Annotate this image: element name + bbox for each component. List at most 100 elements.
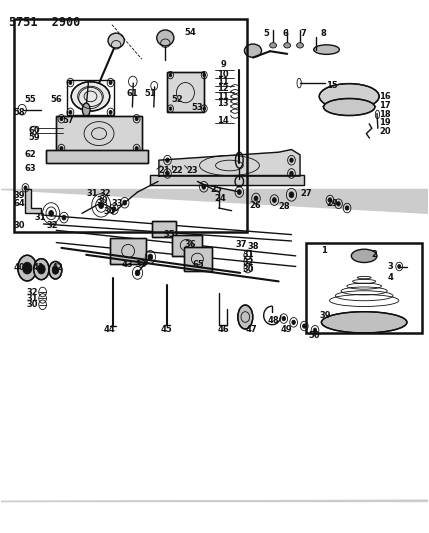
Circle shape [24, 186, 27, 190]
Text: 3: 3 [388, 262, 393, 271]
Circle shape [203, 74, 205, 77]
Text: 28: 28 [279, 203, 290, 212]
Text: 24: 24 [214, 195, 226, 204]
Ellipse shape [82, 103, 90, 116]
Text: 39: 39 [319, 311, 331, 320]
Bar [56, 116, 142, 151]
Circle shape [148, 254, 153, 260]
Text: 29: 29 [326, 199, 338, 208]
Ellipse shape [49, 262, 62, 279]
Polygon shape [150, 175, 304, 185]
Text: 56: 56 [50, 94, 62, 103]
Circle shape [290, 158, 293, 163]
Polygon shape [159, 150, 300, 176]
Ellipse shape [323, 99, 375, 116]
Bar [172, 235, 202, 256]
Bar [167, 72, 204, 112]
Text: 34: 34 [103, 207, 115, 216]
Text: 47: 47 [245, 325, 257, 334]
Text: 41: 41 [33, 263, 45, 272]
Text: 31: 31 [86, 189, 98, 198]
Circle shape [290, 171, 293, 175]
Bar [14, 19, 247, 232]
Ellipse shape [71, 82, 110, 111]
Bar [184, 247, 211, 271]
Circle shape [49, 211, 54, 216]
Circle shape [22, 262, 32, 274]
Text: 26: 26 [250, 201, 261, 210]
Text: 9: 9 [221, 60, 227, 69]
Text: 45: 45 [161, 325, 173, 334]
Circle shape [135, 147, 138, 150]
Circle shape [282, 317, 286, 321]
Circle shape [337, 201, 340, 206]
Polygon shape [25, 189, 41, 213]
Text: 33: 33 [136, 261, 147, 269]
Text: 63: 63 [24, 164, 36, 173]
Circle shape [289, 192, 294, 198]
Circle shape [60, 117, 63, 120]
Text: 31: 31 [242, 251, 254, 260]
Text: 40: 40 [14, 263, 25, 272]
Text: 30: 30 [26, 300, 38, 309]
Text: 54: 54 [184, 28, 196, 37]
Text: 62: 62 [24, 150, 36, 159]
Ellipse shape [238, 305, 253, 329]
Circle shape [135, 117, 138, 120]
Bar [45, 150, 148, 163]
Bar [67, 80, 114, 115]
Text: 19: 19 [379, 118, 391, 127]
Text: 16: 16 [379, 92, 391, 101]
Circle shape [254, 196, 258, 201]
Text: 27: 27 [300, 189, 311, 198]
Ellipse shape [319, 84, 379, 109]
Ellipse shape [18, 255, 36, 281]
Bar [167, 72, 204, 112]
Bar [152, 221, 176, 237]
Text: 37: 37 [236, 240, 248, 249]
Bar [184, 247, 211, 271]
Bar [56, 116, 142, 151]
Text: 49: 49 [281, 325, 293, 334]
Circle shape [112, 207, 116, 212]
Text: 32: 32 [100, 189, 112, 198]
Circle shape [237, 190, 241, 195]
Ellipse shape [351, 249, 377, 263]
Circle shape [169, 107, 172, 110]
Bar [172, 235, 202, 256]
Circle shape [272, 198, 276, 203]
Circle shape [135, 270, 140, 276]
Circle shape [109, 80, 112, 84]
Text: 43: 43 [121, 261, 133, 269]
Text: 39: 39 [14, 191, 25, 200]
Text: 12: 12 [217, 84, 228, 93]
Ellipse shape [314, 45, 339, 54]
Circle shape [328, 198, 332, 202]
Text: 5751  2900: 5751 2900 [9, 15, 81, 29]
Text: 51: 51 [144, 89, 156, 98]
Circle shape [345, 206, 349, 210]
Text: 36: 36 [184, 240, 196, 249]
Bar [306, 243, 422, 333]
Circle shape [52, 266, 59, 274]
Text: 44: 44 [103, 325, 115, 334]
Text: 6: 6 [283, 29, 289, 38]
Circle shape [203, 107, 205, 110]
Ellipse shape [296, 43, 303, 48]
Text: 32: 32 [47, 221, 58, 230]
Circle shape [169, 74, 172, 77]
Text: 8: 8 [320, 29, 326, 38]
Text: 35: 35 [163, 230, 175, 239]
Text: 42: 42 [51, 263, 63, 272]
Circle shape [69, 110, 72, 114]
Text: 61: 61 [127, 89, 139, 98]
Circle shape [99, 202, 104, 208]
Ellipse shape [33, 259, 49, 280]
Text: 11: 11 [217, 77, 228, 86]
Text: 46: 46 [218, 325, 230, 334]
Circle shape [292, 320, 295, 325]
Text: 50: 50 [308, 331, 320, 340]
Text: 21: 21 [158, 166, 170, 175]
Circle shape [166, 158, 169, 163]
Text: 25: 25 [210, 185, 222, 194]
